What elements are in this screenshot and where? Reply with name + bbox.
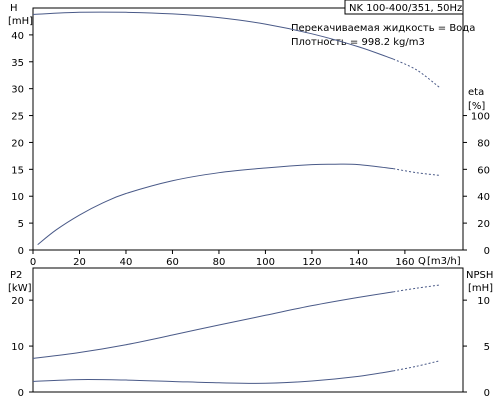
y-left-tick-label: 25 bbox=[11, 112, 24, 123]
fluid-info: Перекачиваемая жидкость = Вода bbox=[291, 23, 475, 34]
y-left-tick-label: 10 bbox=[11, 192, 24, 203]
y-left-tick-label: 0 bbox=[18, 246, 24, 257]
chart-title: NK 100-400/351, 50Hz bbox=[349, 3, 462, 14]
bottom-panel-frame bbox=[32, 267, 464, 393]
title-box bbox=[344, 0, 464, 15]
y-left-tick-label: 0 bbox=[18, 388, 24, 399]
npsh-axis-name: NPSH bbox=[466, 270, 493, 281]
q-axis-name: Q bbox=[418, 256, 426, 267]
y-left-tick-label: 40 bbox=[11, 31, 24, 42]
x-tick-label: 20 bbox=[73, 257, 86, 268]
x-tick-label: 160 bbox=[395, 257, 414, 268]
y-left-tick-label: 20 bbox=[11, 296, 24, 307]
density-info: Плотность = 998.2 kg/m3 bbox=[291, 37, 425, 48]
npsh-axis-unit: [mH] bbox=[468, 283, 493, 294]
y-right-tick-label: 20 bbox=[477, 219, 490, 230]
x-tick-label: 80 bbox=[213, 257, 226, 268]
y-left-tick-label: 30 bbox=[11, 85, 24, 96]
x-tick-label: 120 bbox=[302, 257, 321, 268]
y-right-tick-label: 60 bbox=[477, 165, 490, 176]
bottom-curve-1-dotted bbox=[393, 360, 440, 372]
eta-axis-name: eta bbox=[468, 87, 484, 98]
x-tick-label: 60 bbox=[166, 257, 179, 268]
y-right-tick-label: 10 bbox=[477, 296, 490, 307]
x-tick-label: 40 bbox=[120, 257, 133, 268]
y-right-tick-label: 40 bbox=[477, 192, 490, 203]
h-axis-unit: [mH] bbox=[8, 16, 33, 27]
y-left-tick-label: 10 bbox=[11, 342, 24, 353]
eta-axis-unit: [%] bbox=[468, 101, 485, 112]
y-left-tick-label: 20 bbox=[11, 138, 24, 149]
p2-axis-name: P2 bbox=[10, 270, 22, 281]
top-panel-frame bbox=[32, 7, 464, 251]
top-curve-1-solid bbox=[37, 163, 394, 246]
y-left-tick-label: 35 bbox=[11, 58, 24, 69]
h-axis-name: H bbox=[10, 3, 18, 14]
x-tick-label: 140 bbox=[349, 257, 368, 268]
curves-layer bbox=[32, 11, 441, 384]
x-tick-label: 0 bbox=[30, 257, 36, 268]
x-tick-label: 100 bbox=[256, 257, 275, 268]
ticks-layer: 0 20 40 60 80 100 120 140 1600510152025303540020… bbox=[11, 31, 490, 399]
y-right-tick-label: 0 bbox=[484, 388, 490, 399]
bottom-curve-1-solid bbox=[32, 370, 394, 384]
top-curve-0-dotted bbox=[393, 58, 441, 88]
bottom-curve-0-dotted bbox=[393, 284, 440, 293]
y-right-tick-label: 0 bbox=[484, 246, 490, 257]
y-right-tick-label: 100 bbox=[471, 112, 490, 123]
top-curve-0-solid bbox=[32, 11, 394, 60]
y-left-tick-label: 5 bbox=[18, 219, 24, 230]
y-right-tick-label: 5 bbox=[484, 342, 490, 353]
y-left-tick-label: 15 bbox=[11, 165, 24, 176]
q-axis-unit: [m3/h] bbox=[427, 256, 461, 267]
bottom-curve-0-solid bbox=[32, 291, 394, 359]
p2-axis-unit: [kW] bbox=[8, 283, 32, 294]
top-curve-1-dotted bbox=[393, 168, 440, 176]
y-right-tick-label: 80 bbox=[477, 138, 490, 149]
